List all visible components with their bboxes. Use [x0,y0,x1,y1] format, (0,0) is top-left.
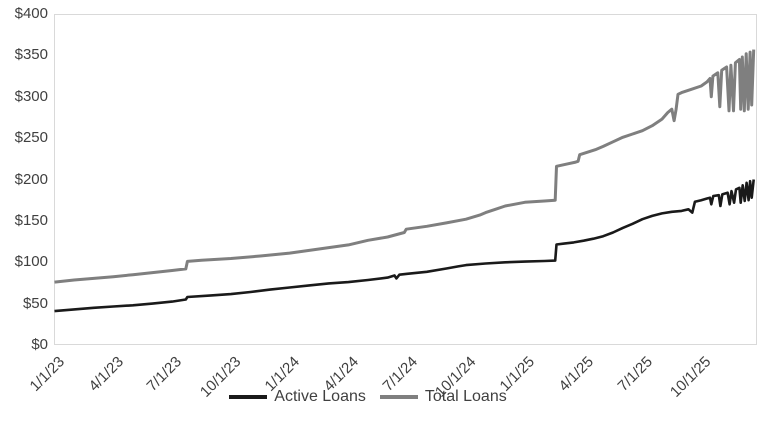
y-tick-label: $350 [14,46,48,64]
legend-label: Active Loans [274,388,366,405]
active-loans-swatch [229,395,268,399]
legend-label: Total Loans [424,388,507,405]
legend-item-total-loans: Total Loans [379,388,507,406]
legend-item-active-loans: Active Loans [229,388,366,406]
y-tick-label: $150 [14,211,48,229]
y-tick-label: $300 [14,87,48,105]
plot-area-border [54,14,757,345]
legend: Active Loans Total Loans [0,388,757,406]
y-tick-label: $200 [14,170,48,188]
active-loans-line [54,179,755,313]
y-tick-label: $50 [22,294,48,312]
y-tick-label: $0 [31,336,48,353]
total-loans-line [54,49,756,284]
y-tick-label: $100 [14,253,48,271]
y-tick-label: $400 [14,5,48,22]
total-loans-swatch [379,395,418,399]
y-tick-label: $250 [14,129,48,147]
